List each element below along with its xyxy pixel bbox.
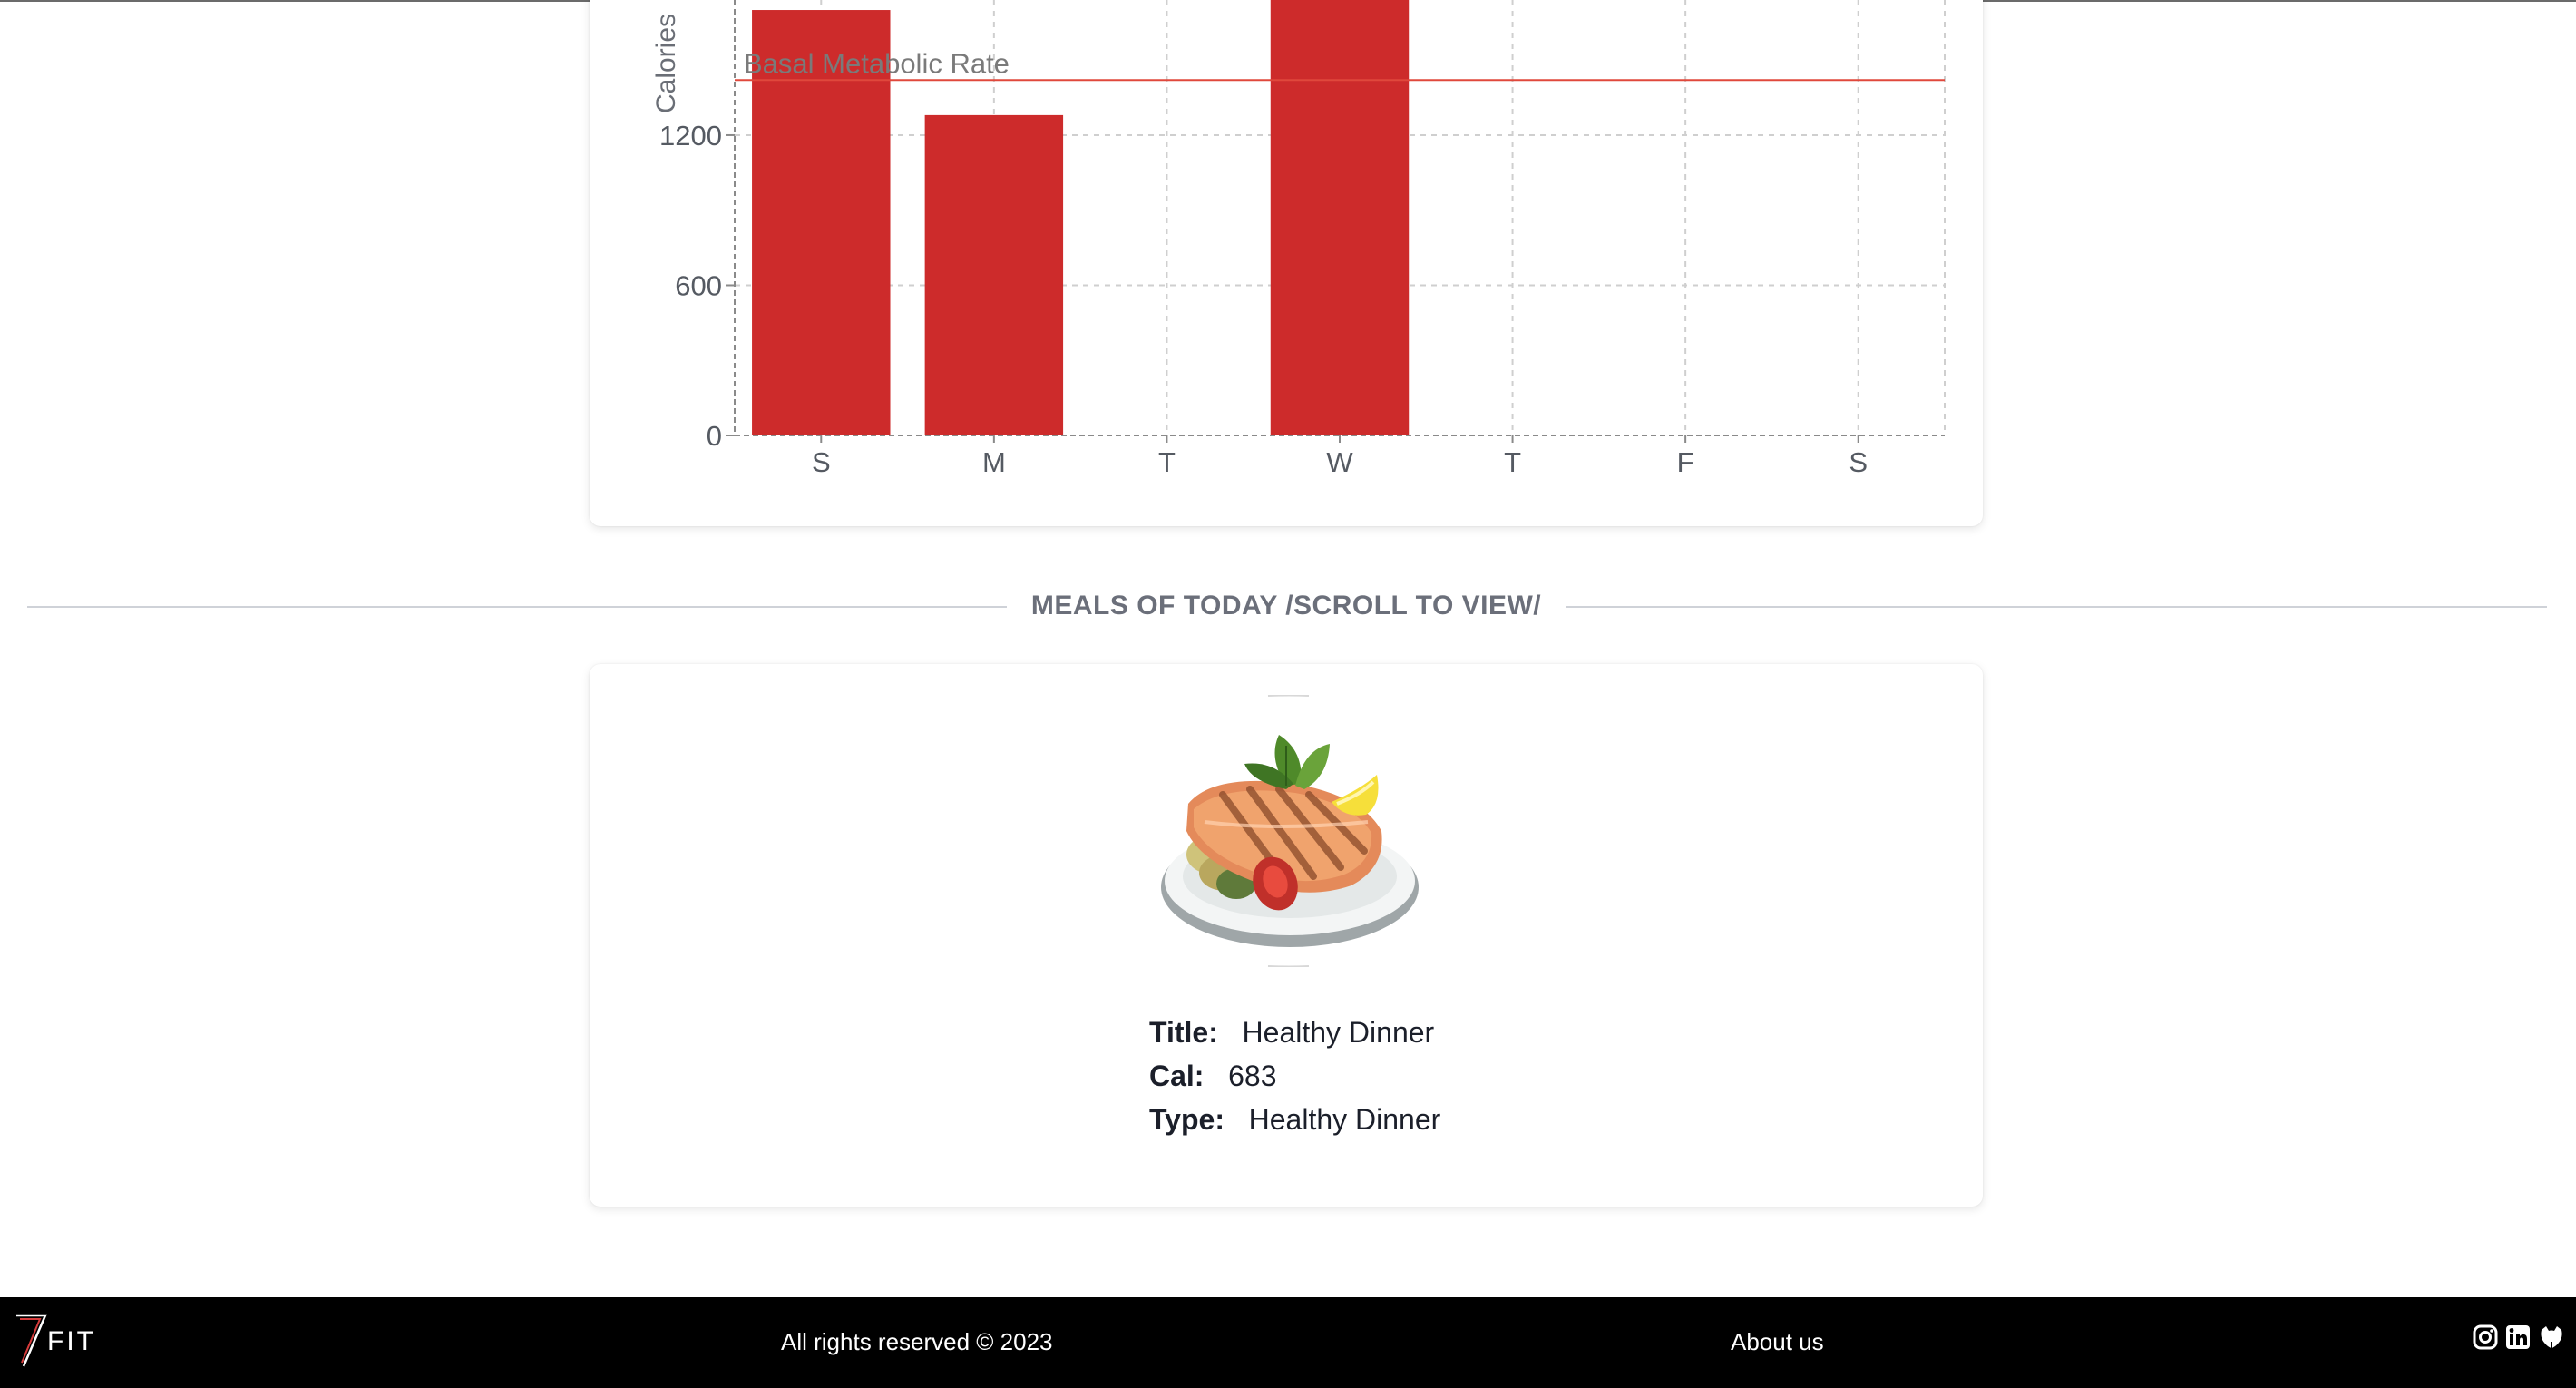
meal-title-key: Title: (1149, 1016, 1218, 1049)
x-tick-label: W (1326, 446, 1353, 478)
y-axis-label: Calories (651, 14, 681, 113)
bar-m-1 (924, 114, 1064, 435)
meal-title-value: Healthy Dinner (1242, 1016, 1435, 1049)
x-tick-label: F (1677, 446, 1694, 478)
seven-logo-icon (16, 1314, 47, 1367)
meal-calories-value: 683 (1228, 1060, 1277, 1092)
meal-details: Title: Healthy Dinner Cal: 683 Type: Hea… (1149, 1011, 1440, 1141)
y-tick-label: 0 (707, 420, 722, 452)
logo-text: FIT (47, 1326, 96, 1356)
copyright-text: All rights reserved © 2023 (781, 1328, 1053, 1355)
meal-card[interactable]: Title: Healthy Dinner Cal: 683 Type: Hea… (590, 664, 1983, 1207)
x-tick-label: T (1504, 446, 1521, 478)
meal-type-value: Healthy Dinner (1248, 1103, 1441, 1136)
divider-line-left (27, 606, 1007, 608)
bmr-reference-label: Basal Metabolic Rate (744, 47, 1010, 79)
x-tick-label: M (982, 446, 1006, 478)
meal-title-row: Title: Healthy Dinner (1149, 1011, 1440, 1054)
y-tick-label: 600 (675, 269, 722, 301)
y-tick-label: 1200 (659, 120, 722, 152)
x-tick-label: T (1158, 446, 1176, 478)
meal-type-row: Type: Healthy Dinner (1149, 1098, 1440, 1141)
x-tick-label: S (1849, 446, 1868, 478)
calories-chart-card: 0 600 1200 S M T W T F S Basal Metabolic Rate Calor… (590, 0, 1983, 526)
divider-line-right (1566, 606, 2547, 608)
bar-w-3 (1270, 0, 1410, 435)
meal-type-key: Type: (1149, 1103, 1225, 1136)
linkedin-icon[interactable] (2505, 1324, 2531, 1350)
meal-calories-key: Cal: (1149, 1060, 1205, 1092)
meal-calories-row: Cal: 683 (1149, 1054, 1440, 1098)
meals-section-divider: MEALS OF TODAY /SCROLL TO VIEW/ (27, 590, 2547, 622)
about-us-link[interactable]: About us (1731, 1328, 1824, 1355)
meals-section-title: MEALS OF TODAY /SCROLL TO VIEW/ (1030, 591, 1542, 621)
social-links (2473, 1324, 2568, 1352)
github-icon[interactable] (2539, 1324, 2564, 1350)
page-footer: FIT All rights reserved © 2023 About us (0, 1297, 2576, 1388)
x-tick-label: S (812, 446, 831, 478)
instagram-icon[interactable] (2473, 1324, 2498, 1350)
grilled-salmon-plate-image (1161, 695, 1419, 967)
calories-bar-chart: 0 600 1200 S M T W T F S Basal Metabolic Rate Calor… (651, 0, 1946, 478)
app-logo[interactable]: FIT (15, 1312, 114, 1368)
